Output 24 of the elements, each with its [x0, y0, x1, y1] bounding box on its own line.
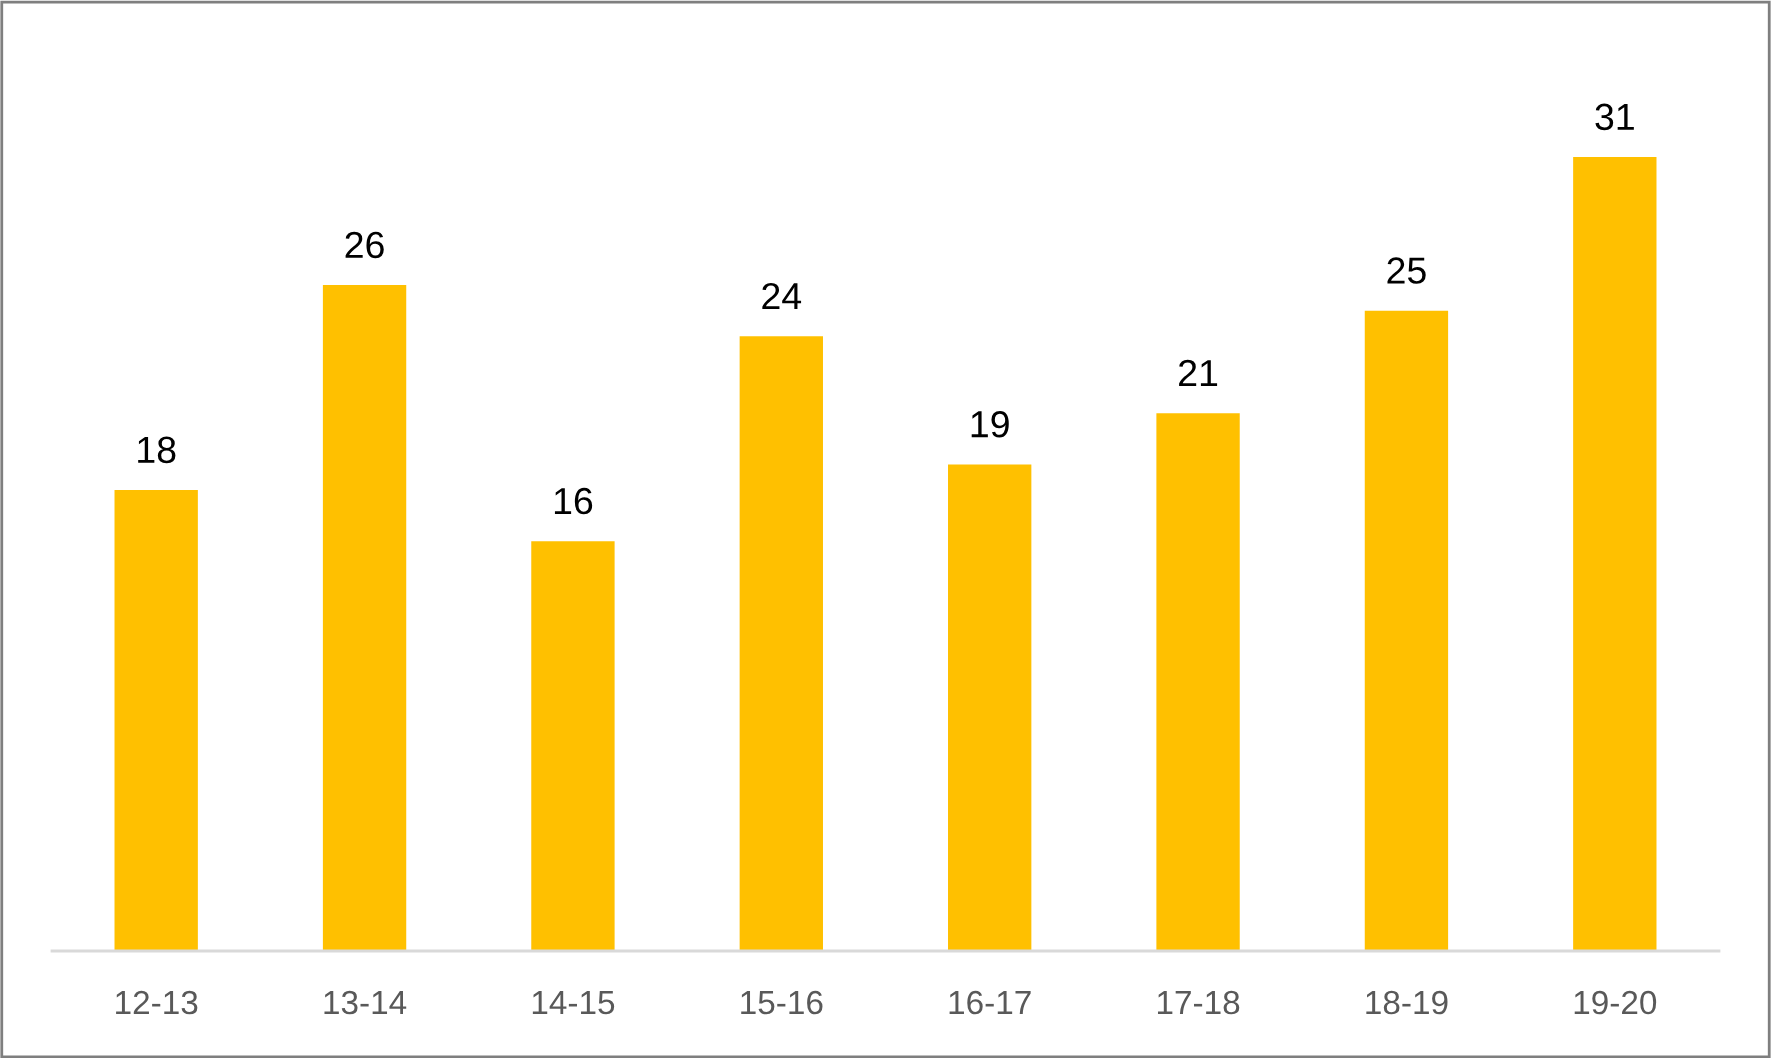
- data-label: 18: [138, 436, 176, 464]
- data-label: 24: [762, 282, 802, 310]
- x-tick-label: 16-17: [949, 990, 1031, 1015]
- bar: [948, 464, 1032, 951]
- bar: [739, 336, 823, 951]
- bar: [1364, 310, 1449, 951]
- x-tick-label: 15-16: [741, 990, 823, 1015]
- data-label: 19: [971, 410, 1009, 438]
- bar: [1573, 157, 1657, 951]
- x-tick-label: 14-15: [532, 991, 615, 1015]
- bar: [1156, 413, 1240, 951]
- x-tick-label: 13-14: [324, 990, 407, 1015]
- x-tick-label: 12-13: [116, 990, 198, 1015]
- data-label: 25: [1387, 257, 1426, 284]
- x-tick-label: 19-20: [1574, 990, 1657, 1015]
- data-label: 21: [1179, 359, 1218, 386]
- x-tick-label: 17-18: [1157, 990, 1240, 1015]
- data-label: 26: [345, 231, 384, 259]
- bar: [531, 541, 615, 951]
- x-tick-label: 18-19: [1366, 990, 1448, 1015]
- data-label: 16: [554, 487, 593, 515]
- data-label: 31: [1595, 103, 1634, 131]
- bar: [114, 489, 198, 951]
- bar: [322, 285, 407, 951]
